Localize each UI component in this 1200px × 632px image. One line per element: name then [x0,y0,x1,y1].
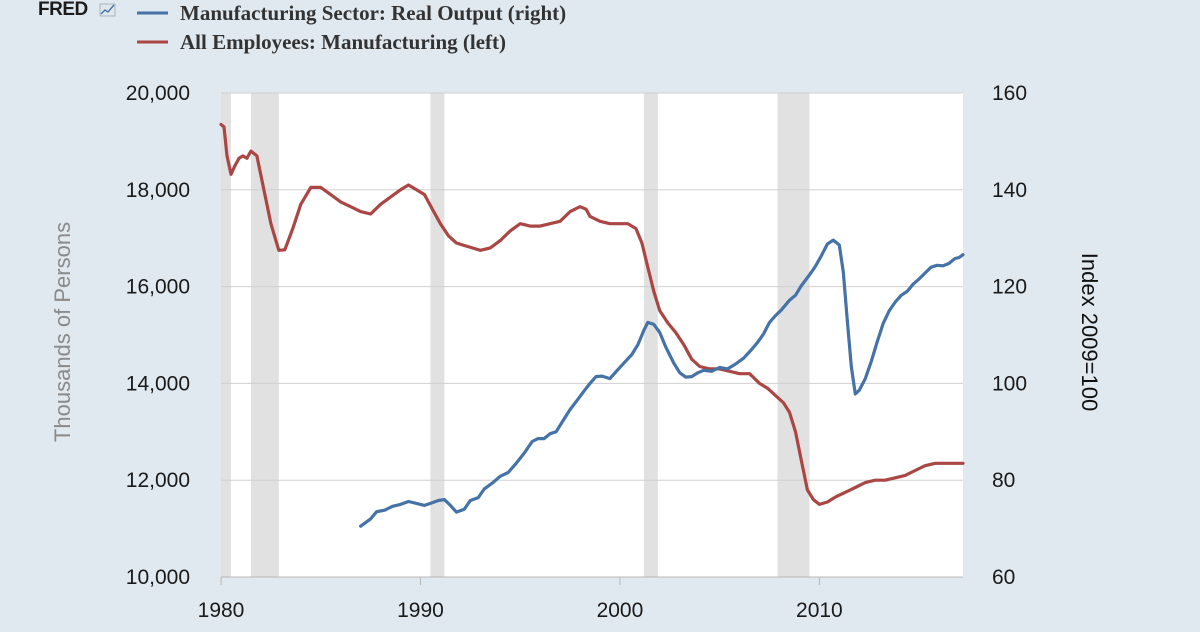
recession-band [250,93,279,577]
chart-legend: Manufacturing Sector: Real Output (right… [137,1,566,54]
recession-band [430,93,445,577]
left-y-tick-label: 18,000 [126,179,190,202]
left-y-tick-label: 12,000 [126,469,190,492]
right-y-axis-ticks: 60 80 100 120 140 160 [992,82,1027,589]
employees-line [219,122,965,506]
plot-area [221,93,963,577]
legend-label-employees: All Employees: Manufacturing (left) [180,30,506,54]
recession-shading-group [221,93,810,577]
real-output-line [359,238,965,528]
x-axis-ticks: 1980 1990 2000 2010 [198,577,843,622]
fred-logo-graph-icon [99,3,116,17]
legend-label-real-output: Manufacturing Sector: Real Output (right… [180,1,566,25]
right-y-tick-label: 140 [992,179,1027,202]
left-y-tick-label: 10,000 [126,566,190,589]
right-y-axis-title: Index 2009=100 [1077,253,1102,411]
left-y-axis-ticks: 10,000 12,000 14,000 16,000 18,000 20,000 [126,82,190,589]
x-tick-label: 1980 [198,599,245,622]
recession-band [777,93,810,577]
right-y-tick-label: 120 [992,276,1027,299]
right-y-tick-label: 60 [992,566,1015,589]
right-y-tick-label: 160 [992,82,1027,105]
right-y-tick-label: 80 [992,469,1015,492]
x-tick-label: 1990 [397,599,444,622]
right-y-tick-label: 100 [992,372,1027,395]
x-tick-label: 2010 [796,599,843,622]
left-y-axis-title: Thousands of Persons [50,222,75,442]
left-y-tick-label: 14,000 [126,372,190,395]
left-y-tick-label: 16,000 [126,276,190,299]
left-y-tick-label: 20,000 [126,82,190,105]
recession-band [221,93,231,577]
recession-band [643,93,658,577]
fred-logo[interactable]: FRED [38,0,116,20]
series-lines [219,122,965,528]
fred-logo-text: FRED [38,0,88,20]
x-tick-label: 2000 [597,599,644,622]
